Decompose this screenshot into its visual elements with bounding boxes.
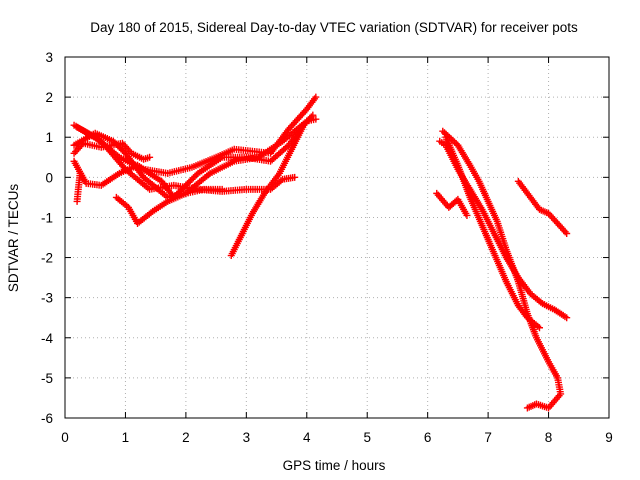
x-tick-label: 3	[243, 430, 251, 445]
x-tick-label: 4	[303, 430, 311, 445]
y-tick-label: -5	[41, 371, 53, 386]
data-point	[146, 153, 154, 161]
data-point	[535, 324, 543, 332]
series-sat-l	[433, 189, 471, 219]
y-tick-label: -3	[41, 291, 53, 306]
x-axis-label: GPS time / hours	[283, 458, 386, 473]
data-point	[291, 173, 299, 181]
series-sat-f	[73, 169, 84, 205]
y-axis-label: SDTVAR / TECUs	[6, 184, 21, 293]
x-tick-label: 0	[61, 430, 69, 445]
x-tick-label: 7	[484, 430, 492, 445]
data-point	[463, 211, 471, 219]
data-point	[312, 115, 320, 123]
data-point	[563, 229, 571, 237]
data-point	[218, 185, 226, 193]
series-sat-h	[227, 111, 317, 260]
data-points	[70, 93, 571, 412]
y-tick-label: -2	[41, 251, 53, 266]
x-tick-label: 2	[182, 430, 190, 445]
y-tick-label: 3	[45, 50, 53, 65]
plot-frame	[64, 56, 610, 419]
x-tick-label: 8	[545, 430, 553, 445]
y-tick-label: -4	[41, 331, 53, 346]
y-tick-label: 1	[45, 130, 53, 145]
series-sat-g	[112, 185, 226, 227]
x-tick-label: 5	[363, 430, 371, 445]
data-point	[76, 169, 84, 177]
x-tick-label: 1	[122, 430, 130, 445]
data-point	[523, 404, 531, 412]
y-tick-label: -6	[41, 411, 53, 426]
chart-title: Day 180 of 2015, Sidereal Day-to-day VTE…	[90, 20, 578, 35]
series-sat-k	[442, 133, 543, 332]
y-tick-label: 0	[45, 170, 53, 185]
data-point	[312, 93, 320, 101]
grid	[65, 57, 609, 418]
x-tick-labels: 0 1 2 3 4 5 6 7 8 9	[61, 430, 613, 445]
data-point	[309, 111, 317, 119]
data-point	[563, 314, 571, 322]
x-tick-label: 9	[605, 430, 613, 445]
y-tick-label: 2	[45, 90, 53, 105]
series-sat-c	[70, 139, 154, 163]
y-tick-labels: -6 -5 -4 -3 -2 -1 0 1 2 3	[41, 50, 53, 426]
axis-ticks	[64, 56, 610, 419]
x-tick-label: 6	[424, 430, 432, 445]
series-sat-m	[514, 177, 571, 237]
y-tick-label: -1	[41, 210, 53, 225]
